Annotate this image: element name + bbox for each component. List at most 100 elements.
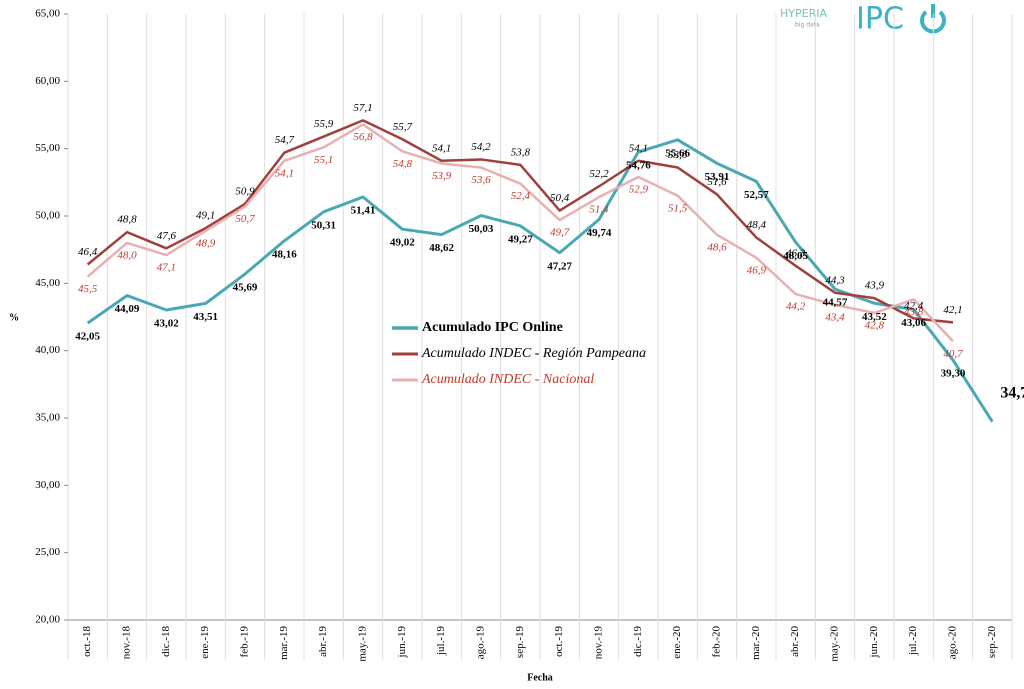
data-label: 44,09 <box>115 303 140 315</box>
data-label: 43,06 <box>901 317 926 329</box>
data-label: 55,66 <box>665 147 690 159</box>
x-tick-label: jun.-20 <box>868 626 880 659</box>
x-tick-label: ene.-20 <box>671 626 683 659</box>
x-tick-label: jul.-20 <box>907 626 919 657</box>
y-tick-label: 60,00 <box>35 75 60 87</box>
y-tick-label: 65,00 <box>35 8 60 20</box>
x-axis-label: Fecha <box>527 672 553 683</box>
y-tick-label: 20,00 <box>35 614 60 626</box>
data-label: 43,02 <box>154 318 179 330</box>
data-label: 48,6 <box>707 241 727 253</box>
brand-tagline: big data <box>795 22 820 29</box>
data-label: 52,4 <box>511 190 531 202</box>
data-label: 54,8 <box>393 158 413 170</box>
y-tick-label: 50,00 <box>35 210 60 222</box>
data-label: 46,4 <box>78 246 98 258</box>
x-tick-label: mar.-20 <box>750 626 762 660</box>
x-tick-label: jul.-19 <box>435 626 447 657</box>
x-tick-label: mar.-19 <box>278 626 290 660</box>
data-label: 54,2 <box>471 141 491 153</box>
series-line <box>86 123 954 343</box>
data-label: 45,5 <box>78 283 98 295</box>
data-label: 49,7 <box>550 227 570 239</box>
legend-label: Acumulado INDEC - Región Pampeana <box>421 346 646 361</box>
data-label: 44,2 <box>786 301 806 313</box>
data-label: 51,4 <box>589 204 609 216</box>
data-label: 48,8 <box>117 214 137 226</box>
data-label: 34,73 <box>1000 384 1024 401</box>
data-label: 53,9 <box>432 170 452 182</box>
data-label: 57,1 <box>353 102 372 114</box>
data-label: 56,8 <box>353 131 373 143</box>
y-tick-label: 45,00 <box>35 277 60 289</box>
data-label: 42,8 <box>865 319 885 331</box>
data-label: 43,4 <box>825 311 845 323</box>
data-label: 50,03 <box>469 223 494 235</box>
data-label: 54,76 <box>626 159 651 171</box>
x-tick-label: feb.-20 <box>711 626 723 658</box>
data-label: 53,8 <box>511 146 531 158</box>
x-tick-label: sep.-19 <box>514 626 526 659</box>
x-tick-label: feb.-19 <box>239 626 251 658</box>
y-axis-label: % <box>9 312 19 323</box>
data-label: 40,7 <box>943 348 963 360</box>
legend-label: Acumulado IPC Online <box>422 320 563 335</box>
data-label: 46,9 <box>747 264 767 276</box>
data-label: 54,1 <box>432 142 451 154</box>
y-tick-label: 40,00 <box>35 344 60 356</box>
data-label: 53,6 <box>471 174 491 186</box>
x-tick-label: nov.-18 <box>121 626 133 660</box>
brand-product: IPC <box>856 2 904 37</box>
x-tick-label: abr.-20 <box>789 626 801 657</box>
legend-label: Acumulado INDEC - Nacional <box>421 372 594 387</box>
data-label: 46,3 <box>786 247 806 259</box>
data-label: 49,27 <box>508 233 533 245</box>
data-label: 43,9 <box>865 280 885 292</box>
data-label: 49,1 <box>196 210 215 222</box>
data-label: 50,31 <box>311 219 336 231</box>
data-label: 43,8 <box>904 306 924 318</box>
data-label: 52,57 <box>744 189 769 201</box>
data-label: 51,5 <box>668 202 688 214</box>
x-tick-label: sep.-20 <box>986 626 998 659</box>
x-tick-label: may.-20 <box>829 626 841 662</box>
data-label: 47,1 <box>157 262 176 274</box>
data-label: 52,2 <box>589 168 609 180</box>
series-line <box>86 119 954 324</box>
x-tick-label: ene.-19 <box>199 626 211 659</box>
data-label: 55,7 <box>393 121 413 133</box>
data-label: 54,7 <box>275 134 295 146</box>
data-label: 54,1 <box>629 142 648 154</box>
y-tick-label: 55,00 <box>35 142 60 154</box>
y-tick-label: 30,00 <box>35 479 60 491</box>
x-tick-label: dic.-18 <box>160 626 172 657</box>
data-label: 54,1 <box>275 167 294 179</box>
data-label: 43,52 <box>862 311 887 323</box>
data-label: 53,6 <box>668 149 688 161</box>
data-label: 47,27 <box>547 260 572 272</box>
x-tick-label: may.-19 <box>357 626 369 662</box>
data-label: 44,57 <box>823 297 848 309</box>
data-label: 52,9 <box>629 183 649 195</box>
x-tick-label: oct.-18 <box>81 626 93 657</box>
data-label: 44,3 <box>825 274 845 286</box>
data-label: 45,69 <box>233 282 258 294</box>
data-label: 48,9 <box>196 237 216 249</box>
x-tick-label: jun.-19 <box>396 626 408 659</box>
data-label: 50,4 <box>550 192 570 204</box>
x-tick-label: dic.-19 <box>632 626 644 657</box>
brand-company: HYPERIA <box>780 7 827 20</box>
x-tick-label: nov.-19 <box>593 626 605 660</box>
data-label: 51,41 <box>351 205 376 217</box>
y-tick-label: 35,00 <box>35 412 60 424</box>
x-tick-label: ago.-20 <box>947 626 959 660</box>
data-label: 48,16 <box>272 248 297 260</box>
data-label: 55,9 <box>314 118 334 130</box>
data-label: 53,91 <box>705 171 730 183</box>
x-tick-label: oct.-19 <box>553 626 565 657</box>
data-label: 55,1 <box>314 154 333 166</box>
data-label: 42,4 <box>904 300 924 312</box>
data-label: 49,74 <box>587 227 612 239</box>
data-label: 39,30 <box>941 368 966 380</box>
